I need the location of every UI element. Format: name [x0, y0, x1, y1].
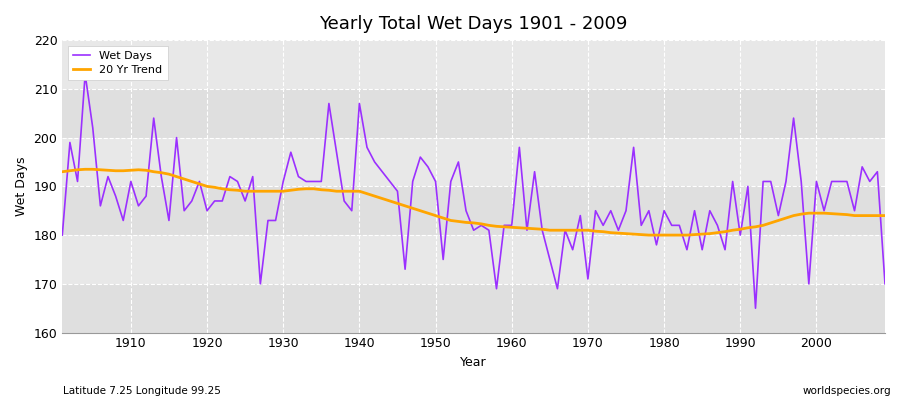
Wet Days [507, 223, 517, 228]
Bar [62, 186, 885, 235]
Wet Days [879, 282, 890, 286]
20 Yr Trend [606, 230, 616, 235]
20 Yr Trend [57, 169, 68, 174]
Wet Days [606, 208, 616, 213]
20 Yr Trend [879, 213, 890, 218]
Wet Days [125, 179, 136, 184]
Text: worldspecies.org: worldspecies.org [803, 386, 891, 396]
Text: Latitude 7.25 Longitude 99.25: Latitude 7.25 Longitude 99.25 [63, 386, 220, 396]
Y-axis label: Wet Days: Wet Days [15, 156, 28, 216]
Wet Days [338, 198, 349, 203]
Wet Days [293, 174, 304, 179]
Line: 20 Yr Trend: 20 Yr Trend [62, 169, 885, 235]
Wet Days [514, 145, 525, 150]
Wet Days [80, 72, 91, 77]
20 Yr Trend [507, 225, 517, 230]
20 Yr Trend [125, 168, 136, 173]
Bar [62, 89, 885, 138]
X-axis label: Year: Year [460, 356, 487, 369]
20 Yr Trend [644, 233, 654, 238]
20 Yr Trend [514, 225, 525, 230]
20 Yr Trend [293, 187, 304, 192]
Line: Wet Days: Wet Days [62, 74, 885, 308]
Wet Days [57, 233, 68, 238]
Bar [62, 284, 885, 332]
Legend: Wet Days, 20 Yr Trend: Wet Days, 20 Yr Trend [68, 46, 167, 80]
20 Yr Trend [338, 189, 349, 194]
20 Yr Trend [80, 167, 91, 172]
Wet Days [750, 306, 760, 311]
Title: Yearly Total Wet Days 1901 - 2009: Yearly Total Wet Days 1901 - 2009 [320, 15, 628, 33]
